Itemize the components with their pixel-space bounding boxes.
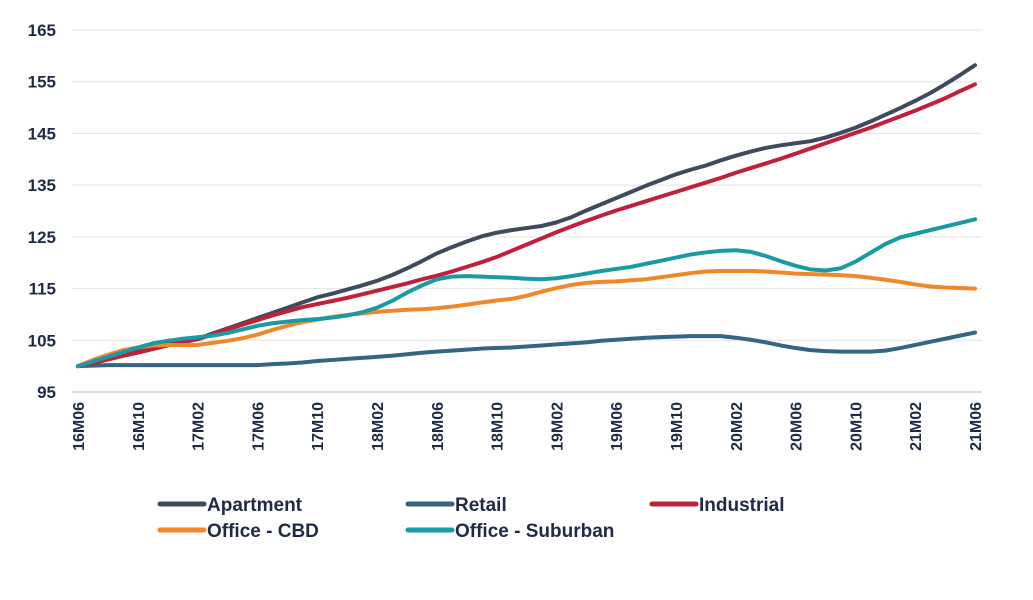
gridlines <box>72 29 982 341</box>
x-axis-ticks: 16M06 16M10 17M02 17M06 17M10 18M02 18M06 18M10… <box>71 402 985 451</box>
y-tick-label: 105 <box>28 331 56 350</box>
legend-label-industrial: Industrial <box>699 495 785 516</box>
x-tick-label: 19M06 <box>609 402 626 451</box>
x-tick-label: 19M02 <box>549 402 566 451</box>
legend-label-apartment: Apartment <box>207 495 303 516</box>
x-tick-label: 18M06 <box>430 402 447 451</box>
legend: Apartment Retail Industrial Office - CBD Off… <box>157 495 785 542</box>
y-tick-label: 125 <box>28 228 56 247</box>
series-lines <box>76 63 977 369</box>
y-tick-label: 95 <box>37 383 56 402</box>
x-tick-label: 17M10 <box>310 402 327 451</box>
x-tick-label: 19M10 <box>669 402 686 451</box>
y-tick-label: 145 <box>28 124 56 143</box>
series-line-industrial <box>76 82 977 369</box>
y-tick-label: 135 <box>28 176 56 195</box>
y-tick-label: 165 <box>28 21 56 40</box>
x-tick-label: 21M06 <box>968 402 985 451</box>
legend-label-retail: Retail <box>455 495 507 516</box>
y-tick-label: 155 <box>28 73 56 92</box>
series-line-apartment <box>76 63 977 369</box>
legend-label-office-suburban: Office - Suburban <box>455 521 614 542</box>
series-line-office-suburban <box>76 217 977 369</box>
series-line-office-cbd <box>76 268 977 369</box>
x-tick-label: 20M10 <box>848 402 865 451</box>
x-tick-label: 18M02 <box>370 402 387 451</box>
x-tick-label: 21M02 <box>908 402 925 451</box>
y-tick-label: 115 <box>29 280 56 299</box>
x-tick-label: 18M10 <box>490 402 507 451</box>
x-tick-label: 20M02 <box>729 402 746 451</box>
legend-label-office-cbd: Office - CBD <box>207 521 319 542</box>
x-tick-label: 16M10 <box>131 402 148 451</box>
x-tick-label: 16M06 <box>71 402 88 451</box>
x-tick-label: 17M02 <box>191 402 208 451</box>
x-tick-label: 20M06 <box>789 402 806 451</box>
y-axis-ticks: 95 105 115 125 135 145 155 165 <box>28 21 56 402</box>
x-tick-label: 17M06 <box>250 402 267 451</box>
series-line-retail <box>76 330 977 369</box>
